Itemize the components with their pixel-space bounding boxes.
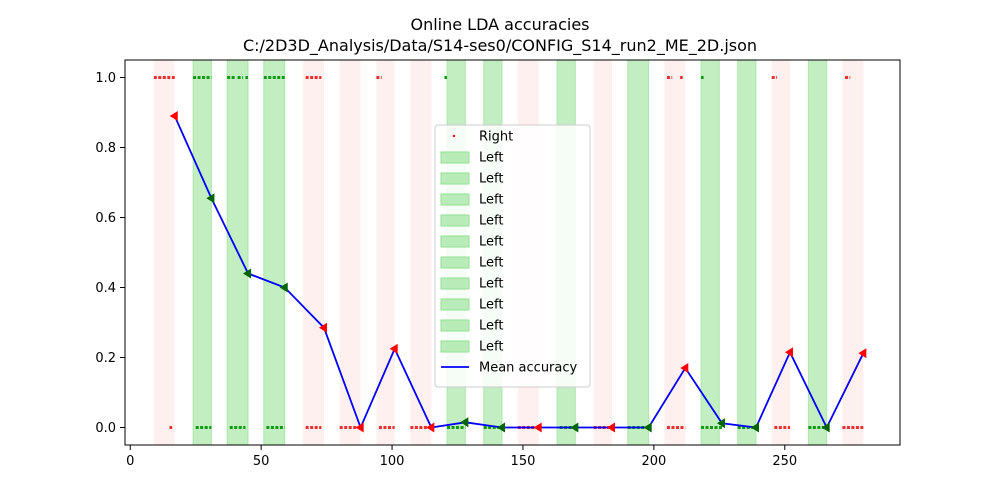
legend-label: Left xyxy=(479,193,503,208)
legend-swatch-left xyxy=(440,277,470,290)
data-point-right xyxy=(318,322,327,333)
trial-span-right xyxy=(339,60,361,445)
legend-label: Left xyxy=(479,214,503,229)
trial-span-left xyxy=(700,59,720,446)
data-point-left xyxy=(716,418,725,429)
data-point-right xyxy=(426,422,435,433)
chart-title: Online LDA accuracies xyxy=(410,15,589,34)
data-point-left xyxy=(570,422,579,433)
data-point-left xyxy=(206,193,215,204)
x-tick-label: 200 xyxy=(641,454,666,469)
trial-span-right xyxy=(376,60,395,445)
y-tick-label: 0.8 xyxy=(95,141,116,156)
chart-subtitle: C:/2D3D_Analysis/Data/S14-ses0/CONFIG_S1… xyxy=(243,36,757,56)
legend-label: Left xyxy=(479,172,503,187)
data-point-left xyxy=(243,268,252,279)
data-point-right xyxy=(680,363,689,373)
data-point-right xyxy=(533,422,542,433)
data-point-right xyxy=(389,343,398,354)
legend-swatch-left xyxy=(440,256,470,269)
data-point-left xyxy=(460,417,469,428)
trial-span-left xyxy=(627,59,650,446)
trial-span-right xyxy=(303,60,324,445)
legend-swatch-left xyxy=(440,151,470,164)
y-tick-label: 0.0 xyxy=(95,421,116,436)
trial-span-right xyxy=(593,60,612,445)
x-tick-label: 0 xyxy=(126,454,134,469)
data-point-left xyxy=(821,422,830,433)
data-point-left xyxy=(279,282,288,293)
mean-accuracy-line xyxy=(173,115,865,430)
plot-frame xyxy=(124,59,901,446)
legend-swatch-left xyxy=(440,214,470,227)
legend-label: Mean accuracy xyxy=(479,361,578,376)
y-tick-label: 0.4 xyxy=(95,281,116,296)
trial-span-right xyxy=(664,60,686,445)
y-tick-label: 0.2 xyxy=(95,351,116,366)
legend-swatch-left xyxy=(440,298,470,311)
axes: 0 50 100 150 200 250 0.0 0.2 0.4 0.6 0.8 1.0 xyxy=(95,59,901,469)
mean-accuracy-series xyxy=(169,111,867,433)
trial-span-right xyxy=(771,60,791,445)
trial-span-left xyxy=(192,59,212,446)
legend-box xyxy=(434,124,591,388)
legend-marker-right xyxy=(452,134,456,138)
x-tick-label: 50 xyxy=(253,454,270,469)
legend-label: Left xyxy=(479,319,503,334)
data-point-right xyxy=(858,348,867,359)
legend: Right Left Left Left Left Left Left Left Left Lef… xyxy=(434,124,591,388)
y-tick-label: 0.6 xyxy=(95,211,116,226)
data-point-right xyxy=(169,111,178,121)
data-point-right xyxy=(355,422,364,433)
legend-swatch-left xyxy=(440,235,470,248)
legend-swatch-left xyxy=(440,193,470,206)
trial-span-right xyxy=(410,60,432,445)
legend-label: Left xyxy=(479,340,503,355)
x-tick-label: 100 xyxy=(380,454,405,469)
trial-span-right xyxy=(842,60,864,445)
data-point-left xyxy=(497,422,506,433)
legend-swatch-left xyxy=(440,172,470,185)
data-point-right xyxy=(606,422,615,433)
data-point-left xyxy=(643,422,652,433)
data-point-right xyxy=(785,347,794,358)
legend-label: Left xyxy=(479,235,503,250)
x-tick-label: 250 xyxy=(772,454,797,469)
x-tick-label: 150 xyxy=(511,454,536,469)
trial-span-right xyxy=(153,60,175,445)
legend-label: Right xyxy=(479,130,513,145)
trial-span-left xyxy=(737,59,757,446)
legend-label: Left xyxy=(479,151,503,166)
legend-label: Left xyxy=(479,298,503,313)
trial-span-left xyxy=(263,59,286,446)
trial-span-left xyxy=(807,59,828,446)
legend-label: Left xyxy=(479,256,503,271)
y-tick-label: 1.0 xyxy=(95,71,116,86)
data-point-left xyxy=(750,422,759,433)
legend-swatch-left xyxy=(440,340,470,353)
legend-swatch-left xyxy=(440,319,470,332)
legend-label: Left xyxy=(479,277,503,292)
